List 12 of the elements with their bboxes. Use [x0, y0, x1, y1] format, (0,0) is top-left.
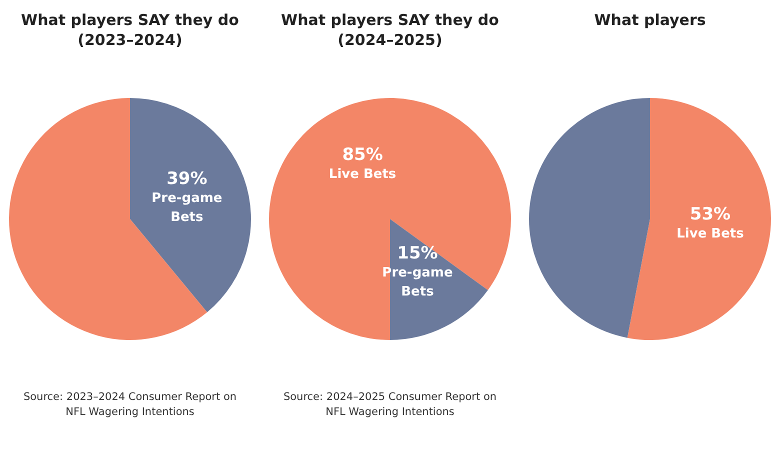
- chart-title: What players: [593, 10, 707, 31]
- data-label: 53%: [690, 204, 731, 225]
- data-label: 15%: [397, 243, 438, 264]
- slice-label: Pre-game Bets: [152, 190, 222, 225]
- source-note: Source: 2024–2025 Consumer Report on NFL Wagering Intentions: [282, 390, 498, 420]
- data-label: 85%: [342, 145, 383, 166]
- slice-label: Live Bets: [676, 226, 744, 242]
- data-label: 39%: [166, 168, 208, 189]
- source-note: Source: 2023–2024 Consumer Report on NFL Wagering Intentions: [22, 390, 238, 420]
- chart-title: What players SAY they do (2024–2025): [280, 10, 500, 51]
- slice-label: Live Bets: [328, 166, 396, 182]
- chart-title: What players SAY they do (2023–2024): [20, 10, 240, 51]
